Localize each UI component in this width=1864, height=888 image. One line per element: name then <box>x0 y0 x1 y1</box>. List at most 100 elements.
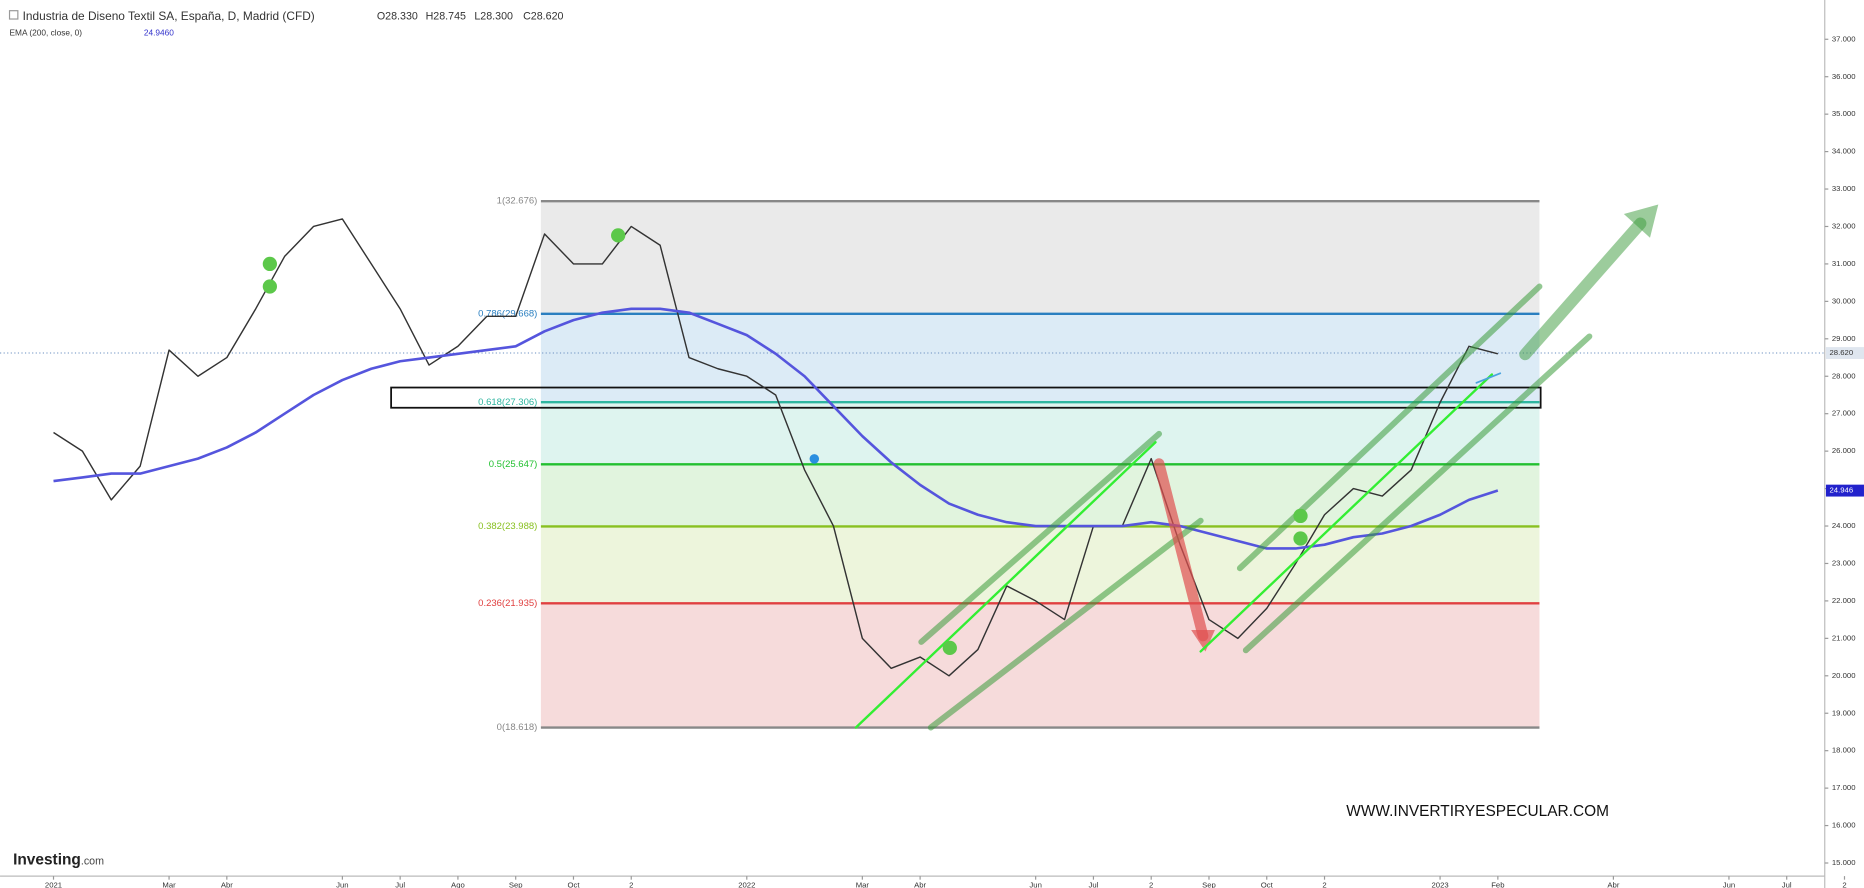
y-tick-label: 28.000 <box>1832 371 1856 380</box>
ema-price-tag: 24.946 <box>1830 486 1854 495</box>
trend-line <box>1199 373 1494 653</box>
event-markers <box>262 228 1308 656</box>
fib-level-label: 0.618(27.306) <box>478 397 537 408</box>
y-tick-label: 16.000 <box>1832 821 1856 830</box>
x-tick-label: Jun <box>336 881 348 888</box>
x-tick-label: Sep <box>1202 881 1216 888</box>
support-box <box>390 386 1542 409</box>
y-tick-label: 27.000 <box>1832 409 1856 418</box>
x-tick-label: 2023 <box>1431 881 1448 888</box>
y-tick-label: 22.000 <box>1832 596 1856 605</box>
chart-title: Industria de Diseno Textil SA, España, D… <box>23 9 315 23</box>
y-tick-label: 24.000 <box>1832 521 1856 530</box>
ohlc-value: O28.330 <box>377 10 418 22</box>
collapse-icon[interactable] <box>8 10 19 20</box>
series-layer <box>0 218 1825 677</box>
ema-line <box>53 307 1499 550</box>
x-tick-label: Sep <box>509 881 523 888</box>
drawings <box>854 204 1659 731</box>
watermark: WWW.INVERTIRYESPECULAR.COM <box>1346 803 1609 820</box>
x-tick-label: Jul <box>1088 881 1098 888</box>
dividend-marker <box>262 279 277 294</box>
x-tick-label: Jun <box>1723 881 1735 888</box>
x-tick-label: Feb <box>1491 881 1504 888</box>
channel-line <box>918 430 1163 645</box>
x-tick-label: 2 <box>629 881 633 888</box>
fib-band <box>540 464 1540 527</box>
x-tick-label: Abr <box>1607 881 1619 888</box>
y-tick-label: 36.000 <box>1832 72 1856 81</box>
x-tick-label: 2 <box>1149 881 1153 888</box>
last-price-tag-bg <box>1825 347 1864 359</box>
axes: 15.000 16.000 17.000 18.000 19.000 20.000 21.0… <box>45 34 1864 888</box>
up-arrow-head <box>1623 204 1659 238</box>
channel-line <box>1236 283 1543 572</box>
x-tick-label: Abr <box>221 881 233 888</box>
last-price-tag: 28.620 <box>1830 348 1854 357</box>
y-tick-label: 23.000 <box>1832 559 1856 568</box>
dividend-marker <box>262 256 277 272</box>
x-tick-label: Abr <box>914 881 926 888</box>
dividend-marker <box>942 640 957 656</box>
x-tick-label: Jul <box>395 881 405 888</box>
x-tick-label: 2022 <box>738 881 755 888</box>
fib-level-label: 1(32.676) <box>497 196 538 207</box>
y-tick-label: 26.000 <box>1832 446 1856 455</box>
event-marker <box>809 454 820 464</box>
dividend-marker <box>611 228 626 243</box>
ohlc-values: O28.330 H28.745 L28.300 C28.620 <box>377 10 564 22</box>
x-tick-label: 2 <box>1842 881 1846 888</box>
y-tick-label: 21.000 <box>1832 633 1856 642</box>
small-arrow <box>1475 372 1502 384</box>
y-tick-label: 15.000 <box>1832 858 1856 867</box>
indicator-name: EMA (200, close, 0) <box>10 27 83 37</box>
x-tick-label: 2021 <box>45 881 62 888</box>
x-tick-label: Jun <box>1029 881 1041 888</box>
y-tick-label: 34.000 <box>1832 147 1856 156</box>
fib-band <box>540 201 1540 314</box>
x-tick-label: Ago <box>451 881 465 888</box>
logo: Investing <box>13 852 81 869</box>
x-tick-label: 2 <box>1322 881 1326 888</box>
fib-level-label: 0(18.618) <box>497 722 538 733</box>
indicator-value: 24.9460 <box>144 27 174 37</box>
x-tick-label: Oct <box>1261 881 1274 888</box>
down-arrow <box>1153 458 1209 642</box>
fib-level-label: 0.5(25.647) <box>489 459 538 470</box>
y-tick-label: 37.000 <box>1832 34 1856 43</box>
fib-bands: 1(32.676) 0.786(29.668) 0.618(27.306) 0.5(2… <box>478 196 1540 733</box>
y-tick-label: 29.000 <box>1832 334 1856 343</box>
down-arrow-head <box>1191 630 1215 652</box>
ohlc-value: C28.620 <box>523 10 563 22</box>
ohlc-value: L28.300 <box>474 10 513 22</box>
y-tick-label: 17.000 <box>1832 783 1856 792</box>
x-tick-label: Mar <box>856 881 870 888</box>
x-tick-label: Oct <box>567 881 580 888</box>
fib-level-label: 0.786(29.668) <box>478 308 537 319</box>
x-tick-label: Jul <box>1782 881 1792 888</box>
channel-line <box>927 517 1204 731</box>
fib-band <box>540 603 1540 728</box>
logo-suffix: .com <box>81 856 104 868</box>
trend-line <box>854 441 1157 729</box>
y-tick-label: 32.000 <box>1832 222 1856 231</box>
y-tick-label: 33.000 <box>1832 184 1856 193</box>
x-tick-label: Mar <box>162 881 176 888</box>
y-tick-label: 19.000 <box>1832 708 1856 717</box>
up-arrow <box>1519 217 1647 361</box>
y-tick-label: 20.000 <box>1832 671 1856 680</box>
fib-band <box>540 402 1540 465</box>
dividend-marker <box>1293 531 1308 546</box>
y-tick-label: 35.000 <box>1832 109 1856 118</box>
y-tick-label: 30.000 <box>1832 296 1856 305</box>
y-tick-label: 31.000 <box>1832 259 1856 268</box>
fib-level-label: 0.382(23.988) <box>478 521 537 532</box>
fib-level-label: 0.236(21.935) <box>478 598 537 609</box>
price-line <box>53 218 1499 677</box>
dividend-marker <box>1293 508 1308 524</box>
ohlc-value: H28.745 <box>426 10 466 22</box>
channel-line <box>1242 333 1593 654</box>
ema-price-tag-bg <box>1825 484 1864 497</box>
